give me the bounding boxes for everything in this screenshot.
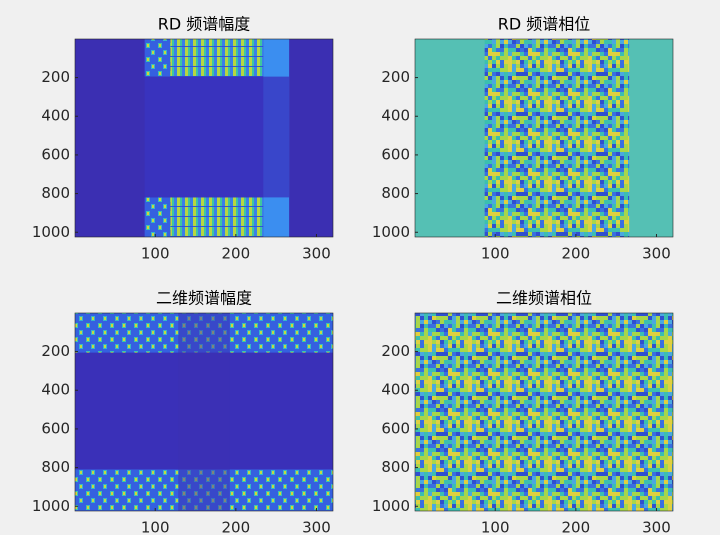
x-tick-label: 100 [481,245,510,263]
y-tick-label: 600 [41,145,70,163]
image-band [170,197,264,237]
y-tick-label: 1000 [32,497,70,515]
x-tick-label: 300 [642,245,671,263]
x-tick-label: 200 [562,519,591,535]
subplot: 二维频谱幅度 100 200 300 200 400 600 800 1000 [32,289,334,535]
x-tick-label: 300 [642,519,671,535]
axes-box [74,38,334,238]
x-tick-label: 100 [141,245,170,263]
axes-box [414,38,674,238]
axes-box [414,312,674,512]
y-tick-label: 800 [41,184,70,202]
y-tick-label: 600 [381,419,410,437]
image-band [484,39,630,237]
y-tick-label: 800 [381,184,410,202]
y-tick-label: 600 [381,145,410,163]
subplot: RD 频谱相位 100 200 300 200 400 600 800 1000 [372,15,674,263]
chart-title: 二维频谱幅度 [156,289,252,308]
x-tick-label: 100 [141,519,170,535]
y-tick-label: 400 [381,107,410,125]
chart-title: RD 频谱幅度 [158,15,251,34]
y-tick-label: 400 [381,381,410,399]
y-tick-label: 1000 [372,497,410,515]
x-tick-label: 200 [562,245,591,263]
y-tick-label: 1000 [372,223,410,241]
chart-title: RD 频谱相位 [498,15,591,34]
y-tick-label: 200 [381,68,410,86]
image-band [170,39,264,77]
y-tick-label: 1000 [32,223,70,241]
subplot: 二维频谱相位 100 200 300 200 400 600 800 1000 [372,289,674,535]
y-tick-label: 400 [41,107,70,125]
y-tick-label: 200 [381,342,410,360]
y-tick-label: 800 [381,458,410,476]
y-tick-label: 600 [41,419,70,437]
y-tick-label: 200 [41,68,70,86]
subplot: RD 频谱幅度 100 200 300 200 400 600 800 1000 [32,15,334,263]
x-tick-label: 200 [222,245,251,263]
image-band [178,313,230,511]
x-tick-label: 100 [481,519,510,535]
x-tick-label: 300 [302,519,331,535]
image-band [144,76,290,198]
y-tick-label: 400 [41,381,70,399]
y-tick-label: 200 [41,342,70,360]
chart-title: 二维频谱相位 [496,289,592,308]
axes-box [74,312,334,512]
image-band [144,197,171,237]
x-tick-label: 200 [222,519,251,535]
x-tick-label: 300 [302,245,331,263]
image-band [144,39,171,77]
image-bg [415,313,673,511]
y-tick-label: 800 [41,458,70,476]
